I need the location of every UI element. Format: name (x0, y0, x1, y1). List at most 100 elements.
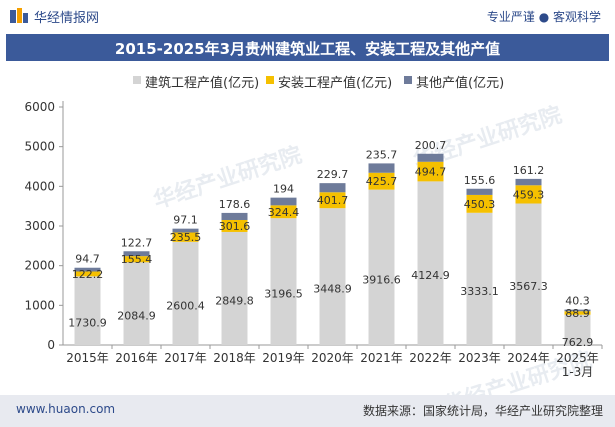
y-tick-label: 4000 (24, 179, 55, 193)
huaon-logo-icon (10, 8, 28, 23)
legend-swatch-installation (266, 76, 274, 84)
data-label-other: 40.3 (565, 295, 590, 308)
data-label-other: 235.7 (366, 148, 398, 161)
data-label-other: 229.7 (317, 168, 349, 181)
stacked-bar-chart: 0 1000 2000 3000 4000 5000 6000 1730.9 122.2 94.7… (24, 100, 603, 379)
bar-segment-other (515, 178, 542, 186)
bar-segment-installation (319, 192, 346, 209)
bar-segment-other (466, 188, 493, 195)
footer-source: 数据来源：国家统计局，华经产业研究院整理 (362, 404, 603, 418)
bar-segment-construction (319, 208, 346, 345)
bar-segment-installation (123, 256, 150, 263)
footer: www.huaon.com 数据来源：国家统计局，华经产业研究院整理 (0, 395, 615, 427)
data-label-construction: 2600.4 (166, 299, 205, 312)
data-label-other: 161.2 (513, 164, 545, 177)
y-tick-label: 3000 (24, 219, 55, 233)
bar-segment-other (564, 309, 591, 312)
y-tick-label: 1000 (24, 298, 55, 312)
bar-segment-other (368, 163, 395, 173)
y-tick-label: 2000 (24, 259, 55, 273)
data-label-other: 94.7 (75, 253, 100, 266)
bar-segment-other (417, 153, 444, 162)
data-label-construction: 3916.6 (362, 273, 401, 286)
data-label-construction: 3567.3 (509, 280, 548, 293)
data-label-other: 155.6 (464, 174, 496, 187)
slogan: 专业严谨 ● 客观科学 (486, 10, 601, 24)
chart-legend: 建筑工程产值(亿元) 安装工程产值(亿元) 其他产值(亿元) (0, 72, 615, 92)
data-label-installation: 235.5 (170, 231, 202, 244)
data-label-installation: 450.3 (464, 198, 496, 211)
bar-segment-construction (368, 189, 395, 345)
bar-segment-construction (270, 218, 297, 345)
chart-title: 2015-2025年3月贵州建筑业工程、安装工程及其他产值 (114, 40, 501, 58)
bar-segment-construction (564, 314, 591, 345)
bar-segment-installation (417, 161, 444, 182)
data-label-construction: 3333.1 (460, 285, 499, 298)
x-tick-label: 2025年 (556, 351, 599, 365)
data-label-installation: 324.4 (268, 206, 300, 219)
data-label-other: 200.7 (415, 139, 447, 152)
data-label-construction: 4124.9 (411, 269, 450, 282)
bar-segment-installation (221, 219, 248, 232)
bar-segment-installation (368, 172, 395, 190)
data-label-installation: 88.9 (565, 307, 590, 320)
data-label-construction: 3448.9 (313, 283, 352, 296)
x-tick-label: 2021年 (360, 351, 403, 365)
bar-segment-other (270, 197, 297, 206)
data-label-installation: 301.6 (219, 220, 251, 233)
bar-segment-construction (74, 276, 101, 345)
legend-label-construction: 建筑工程产值(亿元) (145, 76, 260, 91)
data-label-other: 178.6 (219, 198, 251, 211)
x-tick-label: 2019年 (262, 351, 305, 365)
data-label-construction: 2849.8 (215, 294, 254, 307)
data-label-other: 97.1 (173, 214, 198, 227)
bar-segment-construction (417, 181, 444, 345)
title-bar: 2015-2025年3月贵州建筑业工程、安装工程及其他产值 (6, 34, 609, 61)
y-tick-label: 5000 (24, 140, 55, 154)
footer-url[interactable]: www.huaon.com (16, 402, 116, 416)
bar-segment-construction (466, 212, 493, 345)
data-label-installation: 401.7 (317, 194, 349, 207)
data-label-construction: 2084.9 (117, 310, 156, 323)
data-label-installation: 122.2 (72, 268, 104, 281)
data-label-installation: 425.7 (366, 175, 398, 188)
bar-segment-installation (564, 311, 591, 315)
bar-segment-installation (270, 205, 297, 219)
bar-segment-construction (221, 231, 248, 345)
bar-segment-other (319, 183, 346, 193)
x-tick-label: 2018年 (213, 351, 256, 365)
x-tick-label: 1-3月 (562, 365, 594, 379)
x-tick-label: 2015年 (66, 351, 109, 365)
bar-segment-construction (123, 262, 150, 345)
legend-swatch-construction (133, 76, 141, 84)
data-label-construction: 3196.5 (264, 288, 303, 301)
bar-segment-construction (515, 203, 542, 345)
data-label-other: 122.7 (121, 236, 153, 249)
y-tick-label: 0 (47, 338, 55, 352)
bar-segment-installation (74, 271, 101, 277)
data-label-construction: 762.9 (562, 336, 594, 349)
bar-segment-other (123, 251, 150, 257)
bar-segment-installation (466, 194, 493, 213)
data-label-construction: 1730.9 (68, 317, 107, 330)
data-label-installation: 494.7 (415, 166, 447, 179)
legend-label-other: 其他产值(亿元) (416, 76, 505, 91)
bar-segment-other (221, 212, 248, 220)
x-tick-label: 2020年 (311, 351, 354, 365)
top-bar: 华经情报网 专业严谨 ● 客观科学 (0, 0, 615, 32)
bar-segment-other (74, 267, 101, 272)
bar-segment-construction (172, 241, 199, 345)
bar-segment-installation (515, 185, 542, 204)
x-tick-label: 2022年 (409, 351, 452, 365)
bar-segment-other (172, 228, 199, 233)
x-tick-label: 2024年 (507, 351, 550, 365)
data-label-installation: 155.4 (121, 253, 153, 266)
bar-segment-installation (172, 232, 199, 242)
y-tick-label: 6000 (24, 100, 55, 114)
data-label-installation: 459.3 (513, 188, 545, 201)
site-name: 华经情报网 (34, 11, 100, 26)
legend-label-installation: 安装工程产值(亿元) (278, 76, 393, 91)
data-label-other: 194 (273, 183, 294, 196)
x-tick-label: 2017年 (164, 351, 207, 365)
legend-swatch-other (404, 76, 412, 84)
